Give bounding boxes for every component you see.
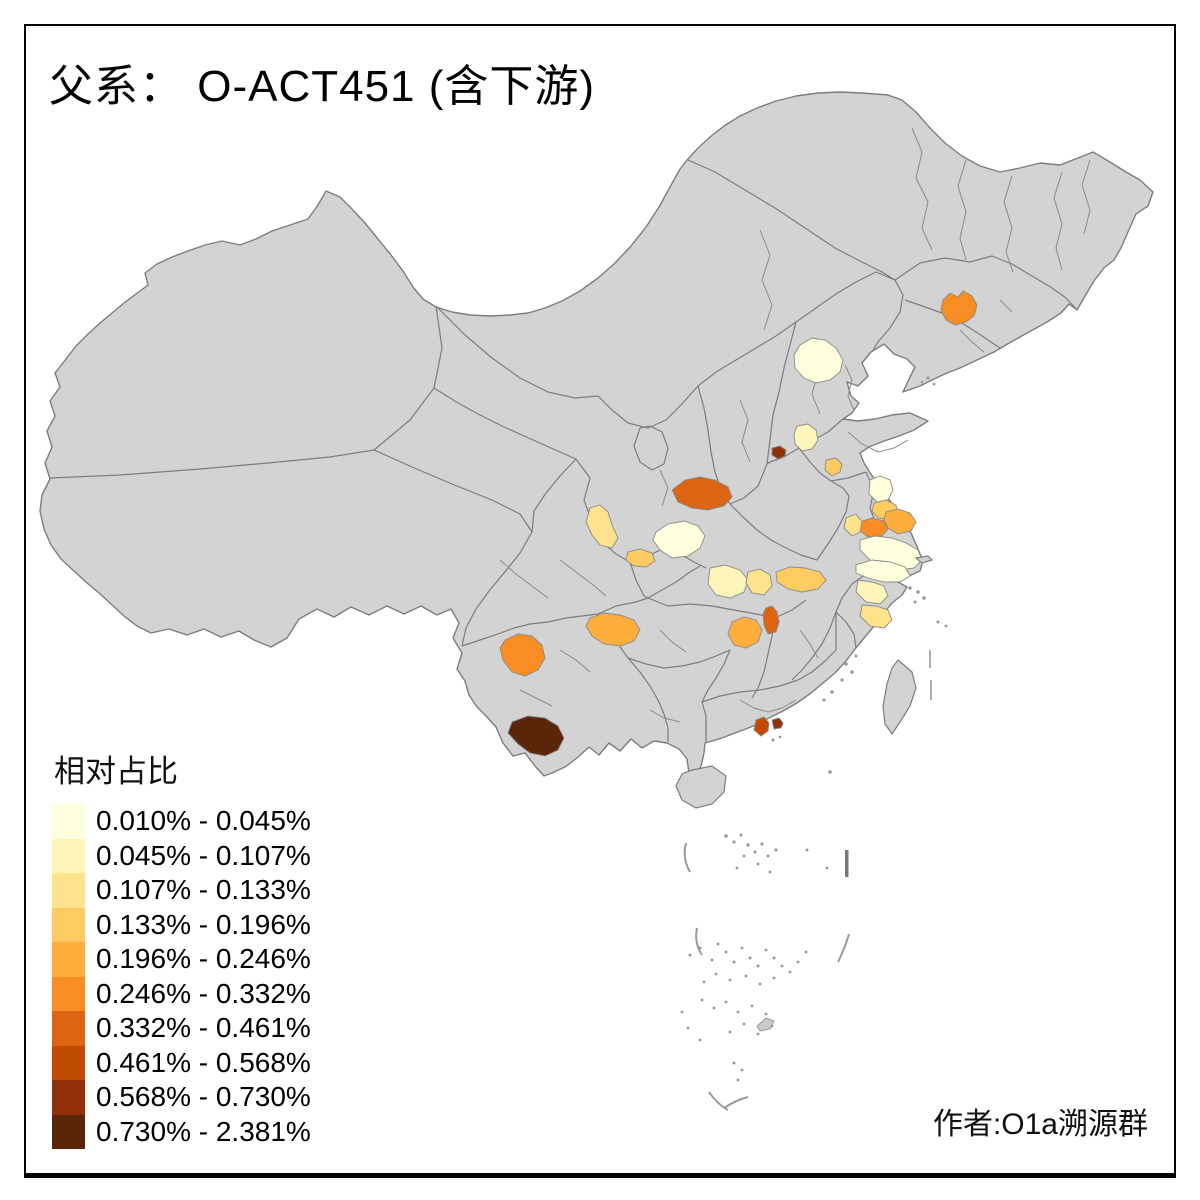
islands bbox=[675, 555, 934, 809]
region-zhejiang-north bbox=[855, 559, 911, 583]
legend-swatch bbox=[52, 838, 85, 873]
chongming-island bbox=[914, 555, 934, 564]
region-taizhou-jiangsu bbox=[883, 508, 917, 535]
legend-swatch bbox=[52, 907, 85, 942]
region-zhaotong-yunnan bbox=[585, 612, 641, 647]
region-zhejiang-south bbox=[859, 604, 893, 629]
legend-row: 0.010% - 0.045% bbox=[52, 804, 311, 839]
islet-dots bbox=[680, 376, 948, 1082]
region-dezhou-shandong bbox=[824, 457, 843, 477]
region-guanzhong-shaanxi bbox=[671, 476, 733, 511]
mainland-landmass bbox=[39, 91, 1154, 778]
region-guangyuan-sichuan bbox=[625, 548, 656, 568]
legend-row: 0.107% - 0.133% bbox=[52, 873, 311, 908]
legend-row: 0.461% - 0.568% bbox=[52, 1045, 311, 1080]
legend-row: 0.246% - 0.332% bbox=[52, 976, 311, 1011]
region-jiangsu-north bbox=[868, 475, 894, 503]
legend-label: 0.332% - 0.461% bbox=[96, 1012, 311, 1043]
legend-swatch bbox=[52, 1045, 85, 1080]
region-changsha-hunan bbox=[727, 616, 763, 649]
legend-row: 0.196% - 0.246% bbox=[52, 942, 311, 977]
region-pearl-delta-west bbox=[753, 716, 770, 737]
region-jiangxi-west bbox=[762, 605, 780, 635]
region-changchun-jilin bbox=[940, 290, 978, 326]
legend-row: 0.133% - 0.196% bbox=[52, 907, 311, 942]
region-hubei-central bbox=[745, 568, 773, 596]
legend-swatch bbox=[52, 1011, 85, 1046]
legend-label: 0.107% - 0.133% bbox=[96, 874, 311, 905]
legend-rows: 0.010% - 0.045% 0.045% - 0.107% 0.107% - 0… bbox=[52, 804, 311, 1149]
region-tianshui-gansu bbox=[585, 504, 619, 549]
legend-label: 0.133% - 0.196% bbox=[96, 908, 311, 940]
legend-swatch bbox=[52, 873, 85, 908]
hainan-island bbox=[675, 765, 727, 809]
legend-label: 0.568% - 0.730% bbox=[96, 1081, 311, 1112]
legend-label: 0.461% - 0.568% bbox=[96, 1046, 311, 1078]
legend-row: 0.730% - 2.381% bbox=[52, 1114, 311, 1149]
legend-label: 0.196% - 0.246% bbox=[96, 943, 311, 974]
region-xishuangbanna-yunnan bbox=[507, 715, 565, 757]
taiwan-island bbox=[882, 659, 917, 736]
region-hangzhou-zhejiang bbox=[855, 579, 889, 605]
author-credit: 作者:O1a溯源群 bbox=[932, 1108, 1148, 1141]
legend-swatch bbox=[52, 976, 85, 1011]
region-hanzhong-shaanxi bbox=[652, 520, 706, 559]
region-beijing bbox=[793, 337, 844, 384]
legend-row: 0.045% - 0.107% bbox=[52, 838, 311, 873]
prefecture-borders bbox=[499, 127, 1091, 723]
legend-swatch bbox=[52, 804, 85, 839]
region-dali-yunnan bbox=[499, 633, 546, 677]
legend-row: 0.568% - 0.730% bbox=[52, 1080, 311, 1115]
region-shijiazhuang-hebei bbox=[793, 423, 819, 452]
legend-label: 0.246% - 0.332% bbox=[96, 977, 311, 1009]
nine-dash-line bbox=[683, 650, 932, 1111]
region-wuhan-hubei bbox=[775, 566, 827, 593]
region-pearl-delta-east bbox=[771, 717, 784, 730]
legend-title: 相对占比 bbox=[54, 754, 178, 789]
legend-row: 0.332% - 0.461% bbox=[52, 1011, 311, 1046]
legend-label: 0.045% - 0.107% bbox=[96, 839, 311, 871]
legend-label: 0.730% - 2.381% bbox=[96, 1115, 311, 1147]
legend-swatch bbox=[52, 1080, 85, 1115]
region-chuzhou-anhui bbox=[843, 513, 863, 537]
legend: 相对占比 0.010% - 0.045% 0.045% - 0.107% 0.107… bbox=[52, 746, 311, 1149]
legend-swatch bbox=[52, 942, 85, 977]
legend-label: 0.010% - 0.045% bbox=[96, 805, 311, 836]
choropleth-regions bbox=[499, 290, 978, 757]
region-xingtai-hebei bbox=[771, 445, 787, 460]
page-title: 父系： O-ACT451 (含下游) bbox=[49, 62, 596, 111]
legend-swatch bbox=[52, 1114, 85, 1149]
province-borders bbox=[49, 159, 1078, 742]
